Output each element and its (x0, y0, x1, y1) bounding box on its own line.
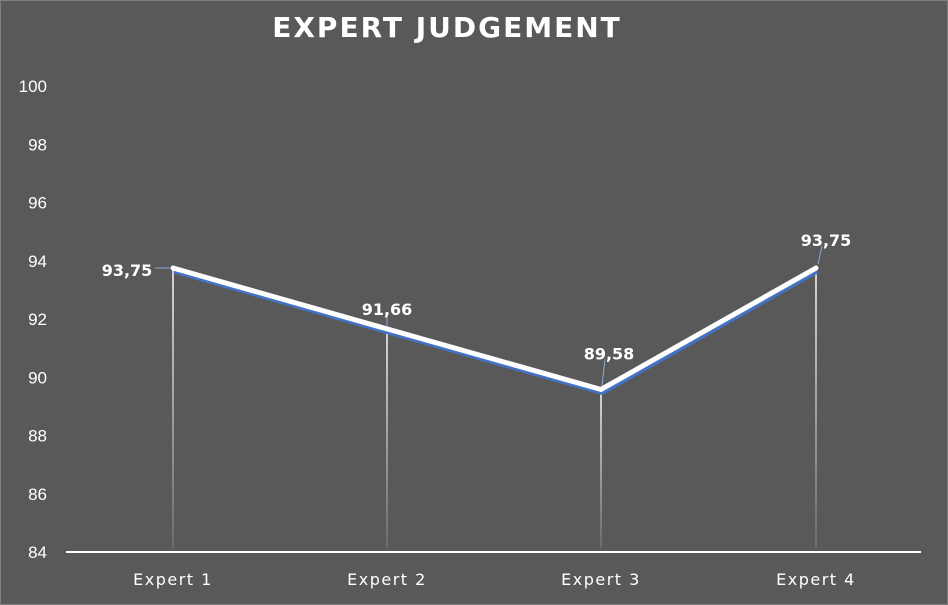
data-label-leader (601, 359, 606, 386)
series-line-shadow (173, 268, 819, 396)
data-label: 93,75 (102, 261, 153, 280)
y-tick-label: 84 (28, 543, 47, 562)
drop-line (386, 328, 388, 548)
x-tick-label: Expert 3 (561, 570, 641, 589)
y-tick-label: 94 (28, 252, 47, 271)
series-line (170, 265, 819, 396)
x-tick-label: Expert 2 (347, 570, 427, 589)
drop-line (815, 268, 817, 548)
drop-line (172, 268, 174, 548)
data-label: 91,66 (362, 300, 413, 319)
y-tick-label: 92 (28, 310, 47, 329)
y-tick-label: 90 (28, 368, 47, 387)
chart-title: EXPERT JUDGEMENT (272, 11, 622, 44)
y-tick-label: 88 (28, 427, 47, 446)
y-tick-label: 98 (28, 135, 47, 154)
data-point (384, 326, 390, 332)
series-line-path (172, 265, 818, 393)
data-point (170, 265, 176, 271)
data-point (813, 265, 819, 271)
y-tick-label: 100 (19, 77, 47, 96)
y-axis: 84 86 88 90 92 94 96 98 100 (19, 77, 47, 562)
data-point (598, 386, 604, 392)
x-axis: Expert 1 Expert 2 Expert 3 Expert 4 (133, 570, 856, 589)
data-label: 93,75 (801, 231, 852, 250)
y-tick-label: 96 (28, 194, 47, 213)
drop-line (600, 389, 602, 548)
data-label: 89,58 (584, 344, 635, 363)
data-label-leader (817, 245, 823, 265)
y-tick-label: 86 (28, 485, 47, 504)
data-labels: 93,75 91,66 89,58 93,75 (102, 231, 852, 386)
drop-lines (172, 268, 817, 548)
x-tick-label: Expert 4 (776, 570, 856, 589)
x-tick-label: Expert 1 (133, 570, 213, 589)
